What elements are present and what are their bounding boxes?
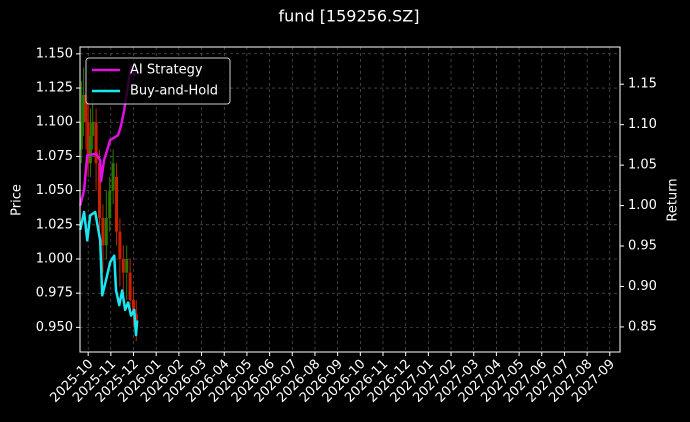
- y-tick-label: 1.100: [36, 115, 73, 130]
- chart-title: fund [159256.SZ]: [279, 7, 420, 26]
- candle-body: [82, 94, 86, 123]
- candle-body: [125, 258, 129, 273]
- candle-body: [84, 94, 88, 123]
- y2-axis-label: Return: [666, 178, 681, 221]
- y-tick-label: 1.150: [36, 46, 73, 61]
- legend-label: AI Strategy: [130, 63, 203, 78]
- legend: AI Strategy Buy-and-Hold: [85, 57, 231, 105]
- legend-box: [85, 57, 231, 105]
- candle-body: [115, 176, 119, 232]
- candle-body: [121, 258, 125, 273]
- y-axis-label: Price: [10, 184, 25, 216]
- y-tick-label: 1.050: [36, 183, 73, 198]
- y2-tick-label: 0.95: [628, 239, 657, 254]
- y2-tick-label: 1.00: [628, 198, 657, 213]
- y2-tick-label: 1.10: [628, 117, 657, 132]
- candle-body: [91, 122, 95, 136]
- y-tick-label: 0.975: [36, 286, 73, 301]
- legend-label: Buy-and-Hold: [130, 84, 218, 99]
- y-tick-label: 1.025: [36, 217, 73, 232]
- candle-body: [79, 122, 83, 150]
- candle-body: [86, 122, 90, 164]
- candle-body: [128, 272, 132, 301]
- candle-body: [98, 163, 102, 218]
- candle-body: [132, 300, 136, 314]
- candle-body: [104, 217, 108, 246]
- y2-tick-label: 0.85: [628, 319, 657, 334]
- candle-body: [94, 122, 98, 164]
- plot-frame: [79, 46, 621, 353]
- candle-body: [118, 231, 122, 259]
- y-tick-label: 1.000: [36, 251, 73, 266]
- candle-body: [88, 135, 92, 164]
- y2-tick-label: 0.90: [628, 279, 657, 294]
- candle-body: [108, 190, 112, 218]
- y-tick-label: 1.075: [36, 149, 73, 164]
- candle-body: [111, 163, 115, 191]
- y2-tick-label: 1.15: [628, 77, 657, 92]
- y-tick-label: 0.950: [36, 320, 73, 335]
- y-tick-label: 1.125: [36, 81, 73, 96]
- line-series: [79, 210, 139, 337]
- y2-tick-label: 1.05: [628, 158, 657, 173]
- candle-body: [101, 217, 105, 246]
